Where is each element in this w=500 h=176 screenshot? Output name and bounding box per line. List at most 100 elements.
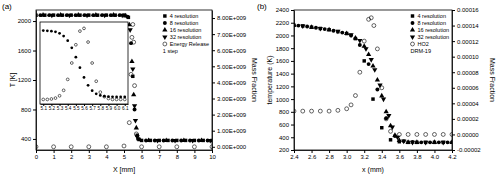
point [95,92,98,95]
y2-axis: -0.000020.000000.000020.000040.000060.00… [452,7,481,153]
y-axis-tick-label: 1800 [276,46,290,52]
annotation: 1 step [163,48,178,54]
x-axis-line [41,104,129,105]
x-axis-tick-mark [434,150,435,153]
point [441,132,445,136]
point [76,12,81,17]
x-axis-tick: 2.4 [290,150,299,160]
y-axis-tick-mark [291,150,294,151]
point [67,14,72,19]
y2-axis-tick-label: 0.00002 [457,116,479,122]
point [133,84,137,88]
y-axis-tick-label: 1400 [276,71,290,77]
x-axis-tick: 5.4 [65,104,72,111]
point [348,33,353,38]
x-axis-tick-mark [159,150,160,153]
y-axis-tick-mark [291,48,294,49]
x-axis-tick-mark [89,150,90,153]
y-axis-tick: 400 [21,136,36,142]
plot-frame [36,10,212,150]
x-axis-tick: 8 [176,150,180,160]
y-axis-tick-mark [33,51,36,52]
point [66,78,69,81]
point [127,121,131,125]
point [336,108,340,112]
point [46,29,49,32]
point [95,80,98,83]
legend-label: 16 resolution [170,27,202,33]
legend-label: Energy Release [170,41,209,47]
x-axis-tick: 4 [105,150,109,160]
legend-label: 32 resolution [170,34,202,40]
point [314,26,318,30]
point [371,97,374,100]
y-axis-tick: 2000 [18,18,36,24]
y2-axis-tick-mark [452,10,455,11]
point [87,84,90,87]
x-axis-tick-mark [364,150,365,153]
y-axis-title: temperature (K) [266,55,274,104]
point [119,98,122,101]
point [340,31,344,35]
point [301,109,305,113]
y2-axis-tick-label: 0.00012 [457,39,479,45]
point [432,132,436,136]
y2-axis-tick-label: -0.00002 [457,147,481,153]
x-axis: 5.15.25.35.45.55.65.75.85.96.06.1 [41,104,129,111]
point [428,140,432,144]
marks [294,16,452,146]
point [375,88,379,92]
y-axis-tick-mark [291,86,294,87]
x-axis-tick-label: 7 [158,154,162,160]
y-axis-title: T [K] [9,73,17,88]
y-axis-tick-mark [291,35,294,36]
y-axis-tick: 200 [279,147,294,153]
y2-axis-tick-mark [452,88,455,89]
x-axis-tick-label: 5.7 [89,106,96,111]
point [102,14,107,19]
point [111,12,116,17]
point [115,98,118,101]
y-axis-tick-label: 1000 [276,97,290,103]
x-axis-tick-label: 5.9 [106,106,113,111]
series [294,16,452,137]
y-axis-tick: 1400 [276,71,294,77]
x-axis-tick-label: 9 [193,154,197,160]
y2-axis-tick-mark [212,34,215,35]
legend-symbol [411,14,414,17]
point [357,39,362,44]
point [419,140,423,144]
y2-axis-tick-label: 2.00E+009 [217,112,247,118]
x-axis-tick: 2.8 [325,150,334,160]
x-axis-tick: 1 [52,150,56,160]
y-axis-tick: 800 [21,107,36,113]
x-axis-tick-label: 1 [52,154,56,160]
legend-symbol [163,42,167,46]
y2-axis-tick: 8.00E+009 [212,15,247,21]
x-axis-tick-label: 4.0 [431,154,440,160]
y2-axis-tick-mark [212,115,215,116]
y2-axis-tick: 7.00E+009 [212,32,247,38]
series [296,24,449,145]
y-axis: 2004006008001000120014001600180020002200… [276,7,295,153]
y2-axis-tick-mark [452,72,455,73]
point [70,62,73,65]
point [129,72,133,76]
point [192,145,196,149]
point [146,137,151,142]
point [58,32,61,35]
y2-axis-tick: 0.00002 [452,116,479,122]
point [54,30,57,33]
x-axis-tick: 4.0 [431,150,440,160]
point [66,39,69,42]
point [384,109,389,114]
x-axis-tick-label: 5.8 [98,106,105,111]
y2-axis-line [452,11,453,151]
point [83,27,86,30]
point [103,95,106,98]
y2-axis-tick-label: 0.00010 [457,54,479,60]
x-axis-tick-label: 5.3 [57,106,64,111]
plot-frame [294,10,452,150]
y2-axis-tick-label: 1.00E+009 [217,128,247,134]
legend-symbol [411,42,415,46]
